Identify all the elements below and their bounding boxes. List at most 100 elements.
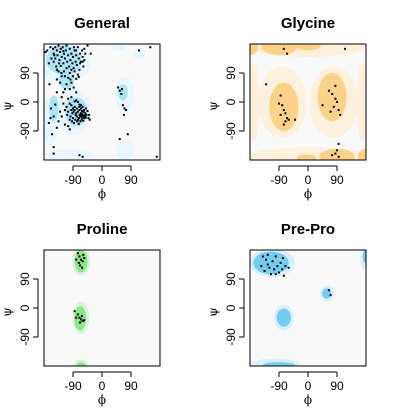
plot-frame [43,43,161,161]
data-point [88,113,91,116]
data-point [337,109,340,112]
data-point [63,75,66,78]
data-point [59,47,62,50]
y-tick-label: 90 [224,272,238,286]
x-tick-label: 0 [99,173,106,187]
core-region [118,84,128,101]
data-point [80,258,83,261]
data-point [62,102,65,105]
data-point [64,49,67,52]
data-point [78,105,81,108]
data-point [76,73,79,76]
data-point [75,115,78,118]
core-region [261,44,297,56]
plot-frame [249,249,367,367]
data-point [274,273,277,276]
data-point [344,47,347,50]
data-point [84,107,87,110]
y-axis-label: ψ [206,307,220,316]
data-point [118,89,121,92]
data-point [76,120,79,123]
x-axis-label: ϕ [98,393,106,407]
data-point [55,91,58,94]
core-region [295,44,321,51]
data-point [75,49,78,52]
data-point [55,126,58,129]
data-point [73,105,76,108]
data-point [279,261,282,264]
density-regions [44,44,145,160]
data-point [72,55,74,58]
data-point [78,113,81,116]
data-point [78,68,81,71]
data-point [72,75,74,78]
data-point [75,316,78,319]
core-region [262,362,296,366]
points-group [73,252,86,324]
data-point [60,75,63,78]
data-point [149,46,152,49]
data-point [82,65,85,68]
data-point [279,94,282,97]
x-tick-label: 90 [124,173,138,187]
data-point [75,77,78,80]
data-point [72,86,75,89]
points-group [265,47,347,158]
data-point [67,110,70,113]
data-point [58,62,61,65]
data-point [83,114,86,117]
data-point [87,117,90,120]
data-point [63,123,66,126]
x-tick-label: -90 [64,173,82,187]
data-point [122,113,125,116]
y-tick-label: -90 [18,328,32,346]
data-point [52,152,55,155]
y-axis-label: ψ [206,101,220,110]
data-point [70,104,73,107]
data-point [287,266,290,269]
data-point [279,113,282,116]
data-point [123,107,126,110]
data-point [75,54,78,57]
data-point [46,49,49,52]
data-point [52,52,55,55]
data-point [331,92,334,95]
core-region [362,250,366,263]
data-point [284,112,287,115]
y-tick-label: -90 [224,328,238,346]
data-point [79,321,82,324]
data-point [68,88,71,91]
density-regions [250,250,366,366]
data-point [155,155,158,158]
data-point [75,258,78,261]
data-point [47,62,50,65]
data-point [265,83,268,86]
data-point [56,54,59,57]
x-axis-label: ϕ [98,187,106,201]
data-point [67,54,70,57]
data-point [60,96,63,99]
core-region [296,154,317,160]
data-point [336,149,338,152]
data-point [79,264,82,267]
data-point [78,316,81,319]
data-point [78,154,81,157]
data-point [276,265,279,268]
allowed-region [250,63,260,141]
data-point [117,86,120,89]
data-point [66,113,69,116]
allowed-region [111,44,126,51]
panel-title: General [74,15,130,32]
data-point [65,83,68,86]
allowed-region [115,140,134,160]
data-point [269,273,272,276]
panel-title: Glycine [281,15,335,32]
data-point [68,72,71,74]
data-point [69,115,72,118]
data-point [52,146,55,149]
data-point [81,319,84,322]
data-point [51,133,54,136]
data-point [78,103,81,106]
data-point [75,112,78,115]
